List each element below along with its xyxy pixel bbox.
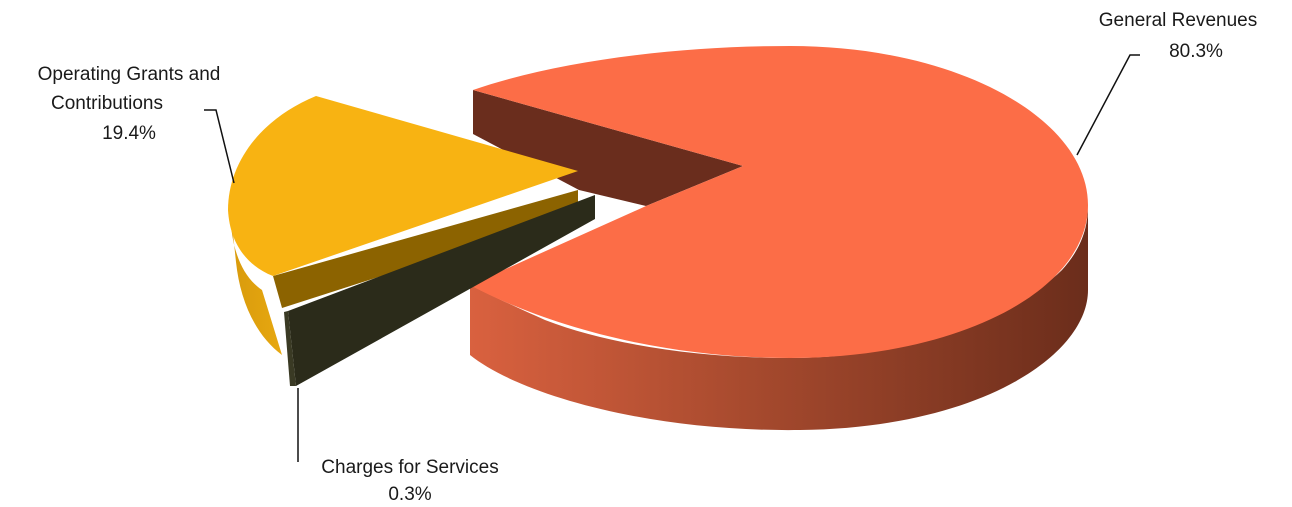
slice-operating-grants [228,96,578,355]
slice-charges-for-services [284,195,595,386]
label-general-revenues-name: General Revenues [1099,10,1257,31]
label-operating-grants-value: 19.4% [102,123,156,144]
slice-general-revenues-inner-face [473,90,743,206]
leader-line-operating-grants [204,109,235,184]
slice-charges-edge [284,311,296,386]
slice-general-revenues-side [470,205,1088,431]
label-operating-grants-line1: Operating Grants and [38,64,221,85]
slice-charges-side [288,195,595,386]
slice-operating-grants-side [230,205,282,355]
slice-operating-grants-inner-face [273,190,578,308]
label-general-revenues-value: 80.3% [1169,41,1223,62]
slice-general-revenues [470,46,1088,431]
leader-line-general-revenues [1076,54,1140,156]
label-charges-value: 0.3% [388,484,431,505]
label-charges-name: Charges for Services [321,457,498,478]
slice-general-revenues-top [470,46,1088,358]
slice-operating-grants-top [228,96,578,276]
label-operating-grants-line2: Contributions [51,93,163,114]
